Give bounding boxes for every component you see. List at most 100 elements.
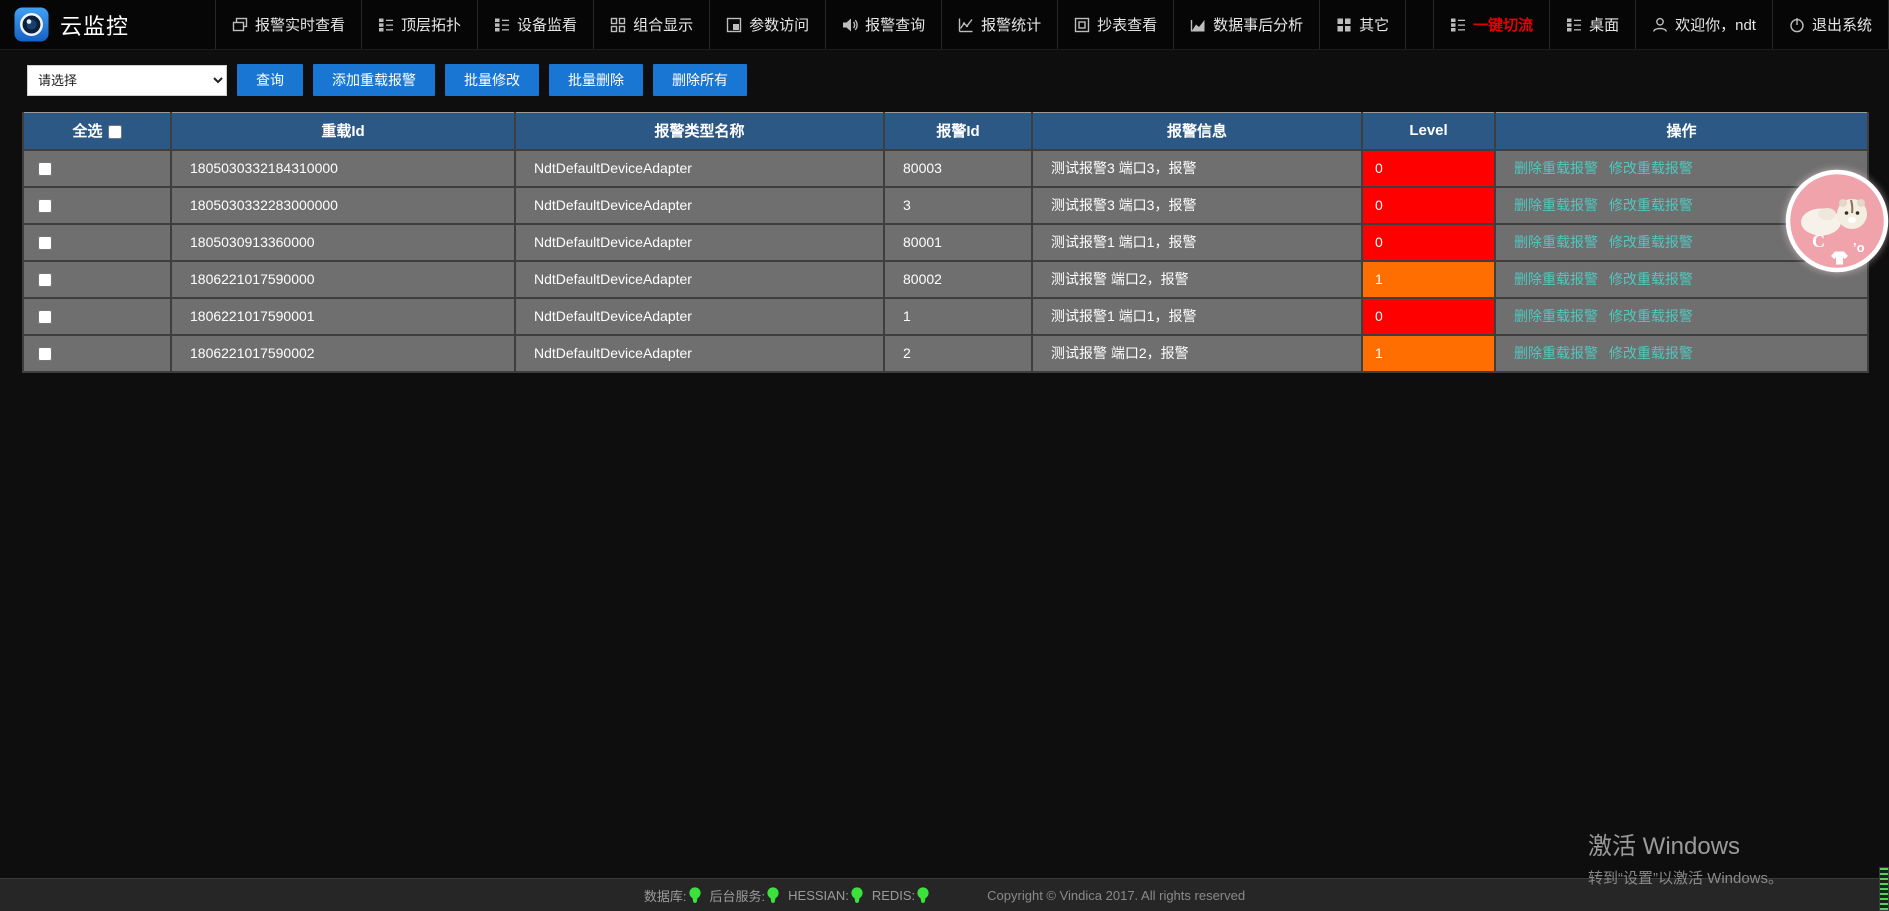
status-hessian: HESSIAN: bbox=[788, 886, 863, 904]
status-label: 数据库: bbox=[643, 888, 687, 904]
window-icon bbox=[726, 17, 742, 33]
nav-item-label: 抄表查看 bbox=[1097, 17, 1158, 34]
footer-statusbar: 数据库: 后台服务: HESSIAN: REDIS: Copyright © V… bbox=[0, 878, 1889, 911]
watermark-line1: 激活 Windows bbox=[1588, 833, 1741, 860]
reload-id-cell: 1805030913360000 bbox=[170, 222, 516, 262]
alarm-info-cell: 测试报警 端口2，报警 bbox=[1031, 333, 1363, 373]
green-bulb-icon bbox=[851, 886, 863, 903]
modify-reload-alarm-link[interactable]: 修改重载报警 bbox=[1608, 308, 1693, 324]
nav-item-label: 报警查询 bbox=[865, 17, 926, 34]
nav-item-logout[interactable]: 退出系统 bbox=[1771, 0, 1889, 49]
delete-reload-alarm-link[interactable]: 删除重载报警 bbox=[1514, 197, 1598, 213]
alarm-info-cell: 测试报警3 端口3，报警 bbox=[1031, 148, 1363, 188]
alarm-id-cell: 1 bbox=[883, 296, 1033, 336]
nav-item-meter-view[interactable]: 抄表查看 bbox=[1057, 0, 1173, 49]
table-row: 1805030332283000000 NdtDefaultDeviceAdap… bbox=[22, 185, 1869, 225]
frame-icon bbox=[1074, 17, 1090, 33]
delete-reload-alarm-link[interactable]: 删除重载报警 bbox=[1514, 308, 1598, 324]
row-checkbox[interactable] bbox=[38, 162, 52, 177]
alarm-info-cell: 测试报警3 端口3，报警 bbox=[1031, 185, 1363, 225]
level-cell: 0 bbox=[1361, 185, 1496, 225]
filter-select[interactable]: 请选择 bbox=[27, 64, 227, 96]
row-checkbox[interactable] bbox=[38, 199, 52, 214]
row-select-cell bbox=[22, 259, 172, 299]
nav-item-param-access[interactable]: 参数访问 bbox=[709, 0, 825, 49]
nav-item-other[interactable]: 其它 bbox=[1319, 0, 1407, 49]
select-all-label: 全选 bbox=[72, 123, 103, 141]
status-label: 后台服务: bbox=[709, 888, 766, 904]
level-cell: 0 bbox=[1361, 296, 1496, 336]
list-icon bbox=[1450, 17, 1466, 33]
level-cell: 0 bbox=[1361, 222, 1496, 262]
level-cell: 0 bbox=[1361, 148, 1496, 188]
nav-item-desktop[interactable]: 桌面 bbox=[1549, 0, 1635, 49]
alarm-type-cell: NdtDefaultDeviceAdapter bbox=[514, 296, 885, 336]
batch-delete-button[interactable]: 批量删除 bbox=[549, 64, 643, 96]
copyright-text: Copyright © Vindica 2017. All rights res… bbox=[987, 887, 1246, 903]
chart-line-icon bbox=[958, 17, 974, 33]
nav-item-alarm-stats[interactable]: 报警统计 bbox=[941, 0, 1057, 49]
nav-item-alarm-realtime[interactable]: 报警实时查看 bbox=[215, 0, 361, 49]
batch-modify-button[interactable]: 批量修改 bbox=[445, 64, 539, 96]
page-title: 云监控 bbox=[60, 13, 130, 39]
delete-all-button[interactable]: 删除所有 bbox=[653, 64, 747, 96]
status-redis: REDIS: bbox=[871, 886, 929, 904]
nav-item-alarm-query[interactable]: 报警查询 bbox=[825, 0, 941, 49]
reload-id-cell: 1805030332283000000 bbox=[170, 185, 516, 225]
app-logo-icon bbox=[14, 7, 49, 42]
top-navbar: 云监控 报警实时查看 顶层拓扑 设备监看 组合显示 bbox=[0, 0, 1889, 50]
green-bulb-icon bbox=[688, 886, 701, 903]
nav-item-label: 其它 bbox=[1359, 17, 1390, 34]
modify-reload-alarm-link[interactable]: 修改重载报警 bbox=[1608, 345, 1693, 361]
nav-item-label: 数据事后分析 bbox=[1213, 17, 1304, 34]
modify-reload-alarm-link[interactable]: 修改重载报警 bbox=[1608, 234, 1693, 250]
select-all-checkbox[interactable] bbox=[107, 125, 122, 140]
row-select-cell bbox=[22, 296, 172, 336]
delete-reload-alarm-link[interactable]: 删除重载报警 bbox=[1514, 345, 1598, 361]
scrollbar-fragment[interactable] bbox=[1879, 867, 1889, 911]
nav-item-combo-display[interactable]: 组合显示 bbox=[593, 0, 709, 49]
nav-item-device-monitor[interactable]: 设备监看 bbox=[477, 0, 593, 49]
row-checkbox[interactable] bbox=[38, 236, 52, 251]
table-row: 1805030332184310000 NdtDefaultDeviceAdap… bbox=[22, 148, 1869, 188]
row-checkbox[interactable] bbox=[38, 273, 52, 288]
row-checkbox[interactable] bbox=[38, 347, 52, 362]
level-cell: 1 bbox=[1361, 333, 1496, 373]
modify-reload-alarm-link[interactable]: 修改重载报警 bbox=[1608, 197, 1693, 213]
row-select-cell bbox=[22, 222, 172, 262]
user-icon bbox=[1652, 17, 1668, 33]
nav-item-label: 报警实时查看 bbox=[255, 17, 346, 34]
nav-item-quick-switch[interactable]: 一键切流 bbox=[1433, 0, 1549, 49]
query-button[interactable]: 查询 bbox=[237, 64, 303, 96]
nav-item-top-topology[interactable]: 顶层拓扑 bbox=[361, 0, 477, 49]
nav-item-data-analysis[interactable]: 数据事后分析 bbox=[1173, 0, 1319, 49]
green-bulb-icon bbox=[917, 886, 929, 903]
modify-reload-alarm-link[interactable]: 修改重载报警 bbox=[1608, 160, 1693, 176]
list-icon bbox=[378, 17, 394, 33]
modify-reload-alarm-link[interactable]: 修改重载报警 bbox=[1608, 271, 1693, 287]
status-group: 数据库: 后台服务: HESSIAN: REDIS: bbox=[644, 886, 929, 905]
alarm-id-cell: 80003 bbox=[883, 148, 1033, 188]
tshirt-icon bbox=[1831, 251, 1848, 265]
row-checkbox[interactable] bbox=[38, 310, 52, 325]
nav-item-label: 顶层拓扑 bbox=[401, 17, 462, 34]
delete-reload-alarm-link[interactable]: 删除重载报警 bbox=[1514, 160, 1598, 176]
delete-reload-alarm-link[interactable]: 删除重载报警 bbox=[1514, 271, 1598, 287]
grid-filled-icon bbox=[1336, 17, 1352, 33]
alarm-id-header: 报警Id bbox=[883, 112, 1033, 151]
table-row: 1806221017590001 NdtDefaultDeviceAdapter… bbox=[22, 296, 1869, 336]
list-icon bbox=[1566, 17, 1582, 33]
nav-item-welcome-user[interactable]: 欢迎你，ndt bbox=[1635, 0, 1772, 49]
delete-reload-alarm-link[interactable]: 删除重载报警 bbox=[1514, 234, 1598, 250]
alarm-table-body: 1805030332184310000 NdtDefaultDeviceAdap… bbox=[22, 148, 1869, 373]
alarm-type-cell: NdtDefaultDeviceAdapter bbox=[514, 259, 885, 299]
alarm-info-cell: 测试报警1 端口1，报警 bbox=[1031, 222, 1363, 262]
watermark-line2: 转到“设置”以激活 Windows。 bbox=[1588, 870, 1784, 887]
nav-item-label: 欢迎你，ndt bbox=[1675, 17, 1756, 34]
alarm-info-cell: 测试报警 端口2，报警 bbox=[1031, 259, 1363, 299]
status-label: REDIS: bbox=[871, 887, 916, 903]
mascot-badge: C ’o bbox=[1785, 169, 1889, 273]
alarm-type-cell: NdtDefaultDeviceAdapter bbox=[514, 222, 885, 262]
nav-menu: 报警实时查看 顶层拓扑 设备监看 组合显示 参数访问 bbox=[215, 0, 1407, 49]
add-reload-alarm-button[interactable]: 添加重载报警 bbox=[313, 64, 435, 96]
